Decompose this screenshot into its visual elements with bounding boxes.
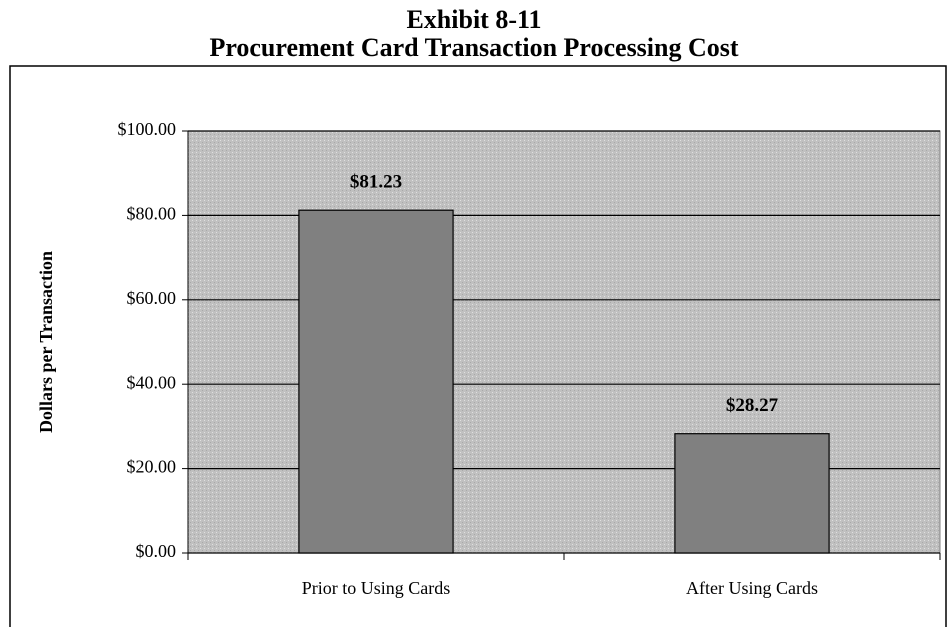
bar	[674, 433, 830, 554]
data-label: $81.23	[350, 172, 402, 193]
chart-subtitle: Procurement Card Transaction Processing …	[209, 33, 738, 62]
y-tick-label: $20.00	[127, 457, 177, 477]
x-tick-label: Prior to Using Cards	[302, 578, 451, 598]
bar	[298, 209, 454, 554]
y-tick-label: $60.00	[127, 288, 177, 308]
y-axis-title: Dollars per Transaction	[36, 251, 56, 433]
y-tick-label: $0.00	[136, 541, 177, 561]
y-tick-label: $100.00	[118, 119, 177, 139]
y-tick-label: $80.00	[127, 204, 177, 224]
data-label: $28.27	[726, 395, 779, 416]
chart-border	[9, 65, 947, 627]
y-tick-label: $40.00	[127, 372, 177, 392]
x-tick-label: After Using Cards	[686, 578, 818, 598]
chart-title: Exhibit 8-11	[406, 5, 541, 34]
